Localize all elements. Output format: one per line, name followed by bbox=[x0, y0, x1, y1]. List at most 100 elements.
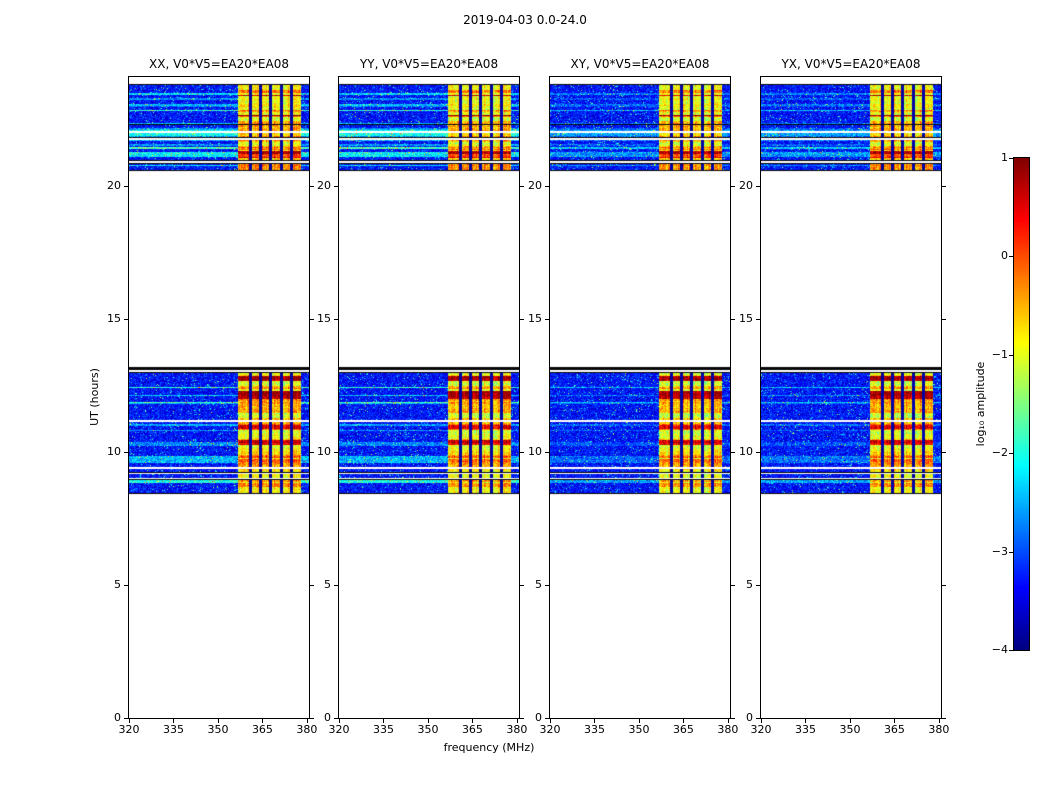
y-tick bbox=[942, 718, 946, 719]
colorbar-tick bbox=[1009, 551, 1013, 553]
y-tick bbox=[310, 186, 314, 188]
y-tick bbox=[756, 319, 760, 321]
y-tick-label: 15 bbox=[107, 312, 121, 326]
x-tick bbox=[638, 719, 640, 723]
x-tick-label: 335 bbox=[162, 723, 184, 736]
colorbar-tick-label: 0 bbox=[1001, 249, 1008, 263]
colorbar-tick bbox=[1009, 453, 1013, 455]
spectrogram-canvas-xy bbox=[550, 77, 730, 718]
y-tick-label: 10 bbox=[107, 445, 121, 459]
x-tick bbox=[472, 719, 474, 723]
x-tick bbox=[594, 719, 596, 723]
y-tick bbox=[310, 585, 314, 586]
y-tick-label: 20 bbox=[528, 179, 542, 193]
y-tick-label: 20 bbox=[739, 179, 753, 193]
y-tick bbox=[545, 585, 549, 586]
colorbar-tick bbox=[1009, 256, 1013, 258]
y-tick-label: 10 bbox=[739, 445, 753, 459]
x-tick-label: 335 bbox=[372, 723, 394, 736]
y-tick-label: 5 bbox=[114, 578, 121, 591]
panel-title: YX, V0*V5=EA20*EA08 bbox=[781, 57, 921, 71]
y-tick bbox=[334, 585, 338, 586]
x-tick-label: 365 bbox=[251, 723, 273, 736]
spectrogram-canvas-yy bbox=[339, 77, 519, 718]
y-tick bbox=[520, 718, 524, 719]
y-tick-label: 10 bbox=[317, 445, 331, 459]
x-tick-label: 380 bbox=[928, 723, 950, 736]
colorbar-tick-label: −4 bbox=[991, 643, 1008, 656]
panel-yx bbox=[760, 76, 942, 719]
y-tick bbox=[731, 718, 735, 719]
panel-xx bbox=[128, 76, 310, 719]
x-tick-label: 335 bbox=[794, 723, 816, 736]
colorbar-gradient bbox=[1014, 158, 1029, 650]
x-tick-label: 320 bbox=[750, 723, 772, 736]
colorbar-tick-label: −2 bbox=[991, 446, 1008, 460]
x-tick-label: 365 bbox=[883, 723, 905, 736]
x-tick-label: 350 bbox=[628, 723, 650, 736]
colorbar bbox=[1013, 157, 1030, 651]
panel-xy bbox=[549, 76, 731, 719]
x-tick bbox=[217, 719, 219, 723]
y-tick-label: 0 bbox=[535, 711, 542, 724]
y-tick bbox=[334, 452, 338, 454]
spectrogram-canvas-yx bbox=[761, 77, 941, 718]
x-tick bbox=[262, 719, 264, 723]
colorbar-tick bbox=[1009, 354, 1013, 356]
x-tick-label: 350 bbox=[839, 723, 861, 736]
panel-yy bbox=[338, 76, 520, 719]
y-tick-label: 5 bbox=[535, 578, 542, 591]
y-tick bbox=[545, 718, 549, 719]
y-tick-label: 20 bbox=[317, 179, 331, 193]
y-tick-label: 5 bbox=[324, 578, 331, 591]
x-tick bbox=[761, 719, 762, 723]
x-tick bbox=[683, 719, 685, 723]
y-tick bbox=[124, 319, 128, 321]
colorbar-tick-label: −3 bbox=[991, 544, 1008, 558]
y-tick bbox=[545, 452, 549, 454]
x-tick-label: 350 bbox=[207, 723, 229, 736]
x-tick-label: 320 bbox=[328, 723, 350, 736]
x-tick-label: 365 bbox=[672, 723, 694, 736]
y-tick bbox=[942, 319, 946, 321]
y-tick-label: 15 bbox=[528, 312, 542, 326]
x-tick-label: 320 bbox=[118, 723, 140, 736]
y-tick bbox=[545, 186, 549, 188]
x-tick bbox=[550, 719, 551, 723]
x-tick bbox=[894, 719, 896, 723]
x-tick bbox=[173, 719, 175, 723]
y-axis-label: UT (hours) bbox=[88, 368, 101, 426]
x-tick bbox=[383, 719, 385, 723]
y-tick-label: 0 bbox=[114, 711, 121, 724]
y-tick-label: 0 bbox=[746, 711, 753, 724]
x-tick bbox=[129, 719, 130, 723]
x-axis-label: frequency (MHz) bbox=[443, 741, 535, 754]
y-tick bbox=[731, 186, 735, 188]
y-tick bbox=[124, 718, 128, 719]
y-tick bbox=[334, 186, 338, 188]
y-tick bbox=[334, 718, 338, 719]
y-tick bbox=[942, 186, 946, 188]
panel-title: YY, V0*V5=EA20*EA08 bbox=[359, 57, 499, 71]
y-tick bbox=[520, 186, 524, 188]
y-tick bbox=[124, 186, 128, 188]
y-tick bbox=[520, 319, 524, 321]
colorbar-tick bbox=[1009, 650, 1013, 651]
y-tick bbox=[756, 452, 760, 454]
y-tick-label: 0 bbox=[324, 711, 331, 724]
x-tick-label: 350 bbox=[417, 723, 439, 736]
y-tick-label: 20 bbox=[107, 179, 121, 193]
x-tick bbox=[727, 719, 729, 723]
colorbar-tick bbox=[1009, 158, 1013, 159]
y-tick bbox=[942, 585, 946, 586]
y-tick-label: 15 bbox=[739, 312, 753, 326]
x-tick bbox=[805, 719, 807, 723]
x-tick-label: 365 bbox=[461, 723, 483, 736]
panel-title: XX, V0*V5=EA20*EA08 bbox=[149, 57, 289, 71]
y-tick bbox=[731, 585, 735, 586]
x-tick bbox=[849, 719, 851, 723]
colorbar-tick-label: −1 bbox=[991, 347, 1008, 361]
x-tick-label: 335 bbox=[583, 723, 605, 736]
y-tick bbox=[334, 319, 338, 321]
